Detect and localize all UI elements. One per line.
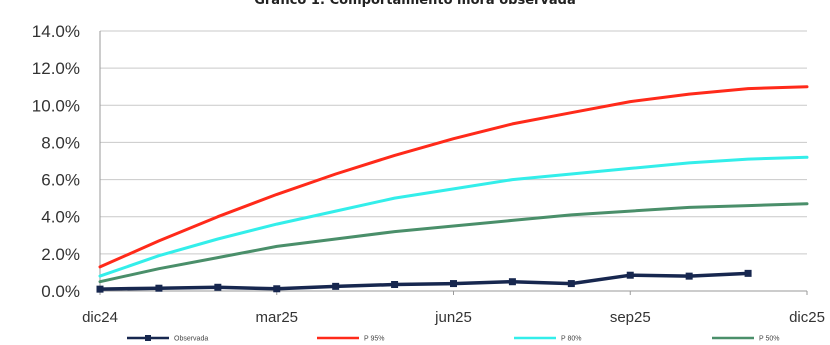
data-point xyxy=(391,281,399,288)
x-tick-label: sep25 xyxy=(610,309,651,326)
y-tick-label: 6.0% xyxy=(41,171,80,190)
legend-item: P 95% xyxy=(317,336,385,343)
data-point xyxy=(273,285,281,293)
data-point xyxy=(567,280,575,288)
data-point xyxy=(685,272,693,280)
chart-title: Gráfico 1: Comportamiento mora observada xyxy=(254,0,576,8)
x-tick-label: dic25 xyxy=(789,309,825,326)
legend-label: P 95% xyxy=(364,336,385,343)
series-line-observada xyxy=(98,271,750,291)
y-tick-label: 8.0% xyxy=(41,133,80,152)
legend-item: P 80% xyxy=(514,336,582,343)
x-tick-label: mar25 xyxy=(255,309,298,326)
data-point xyxy=(96,285,104,293)
y-tick-label: 4.0% xyxy=(41,208,80,227)
legend-marker xyxy=(145,335,151,341)
legend-item: Observada xyxy=(127,335,208,343)
y-tick-label: 0.0% xyxy=(41,282,80,301)
series-line-p-95- xyxy=(98,85,809,269)
legend-label: P 80% xyxy=(561,336,582,343)
series-lines xyxy=(96,85,809,293)
y-tick-label: 2.0% xyxy=(41,245,80,264)
data-point xyxy=(332,282,340,290)
y-tick-label: 10.0% xyxy=(32,96,80,115)
legend-item: P 50% xyxy=(712,336,780,343)
x-tick-label: dic24 xyxy=(82,309,118,326)
data-point xyxy=(508,278,516,286)
y-tick-label: 14.0% xyxy=(32,22,80,41)
data-point xyxy=(744,269,752,277)
data-point xyxy=(450,280,457,288)
tick-labels: 0.0% 2.0% 4.0% 6.0% 8.0% 10.0% 12.0% 14.0% dic24… xyxy=(32,22,825,326)
legend-label: Observada xyxy=(174,336,208,343)
series-line-p-80- xyxy=(98,155,809,278)
legend-label: P 50% xyxy=(759,336,780,343)
series-line-p-50- xyxy=(98,202,809,284)
legend: Observada P 95% P 80% P 50% xyxy=(127,335,780,343)
axes xyxy=(99,31,808,295)
data-point xyxy=(214,283,222,291)
x-tick-label: jun25 xyxy=(434,309,472,326)
y-tick-label: 12.0% xyxy=(32,59,80,78)
grid-lines xyxy=(100,30,807,255)
data-point xyxy=(626,271,634,279)
data-point xyxy=(155,284,163,292)
